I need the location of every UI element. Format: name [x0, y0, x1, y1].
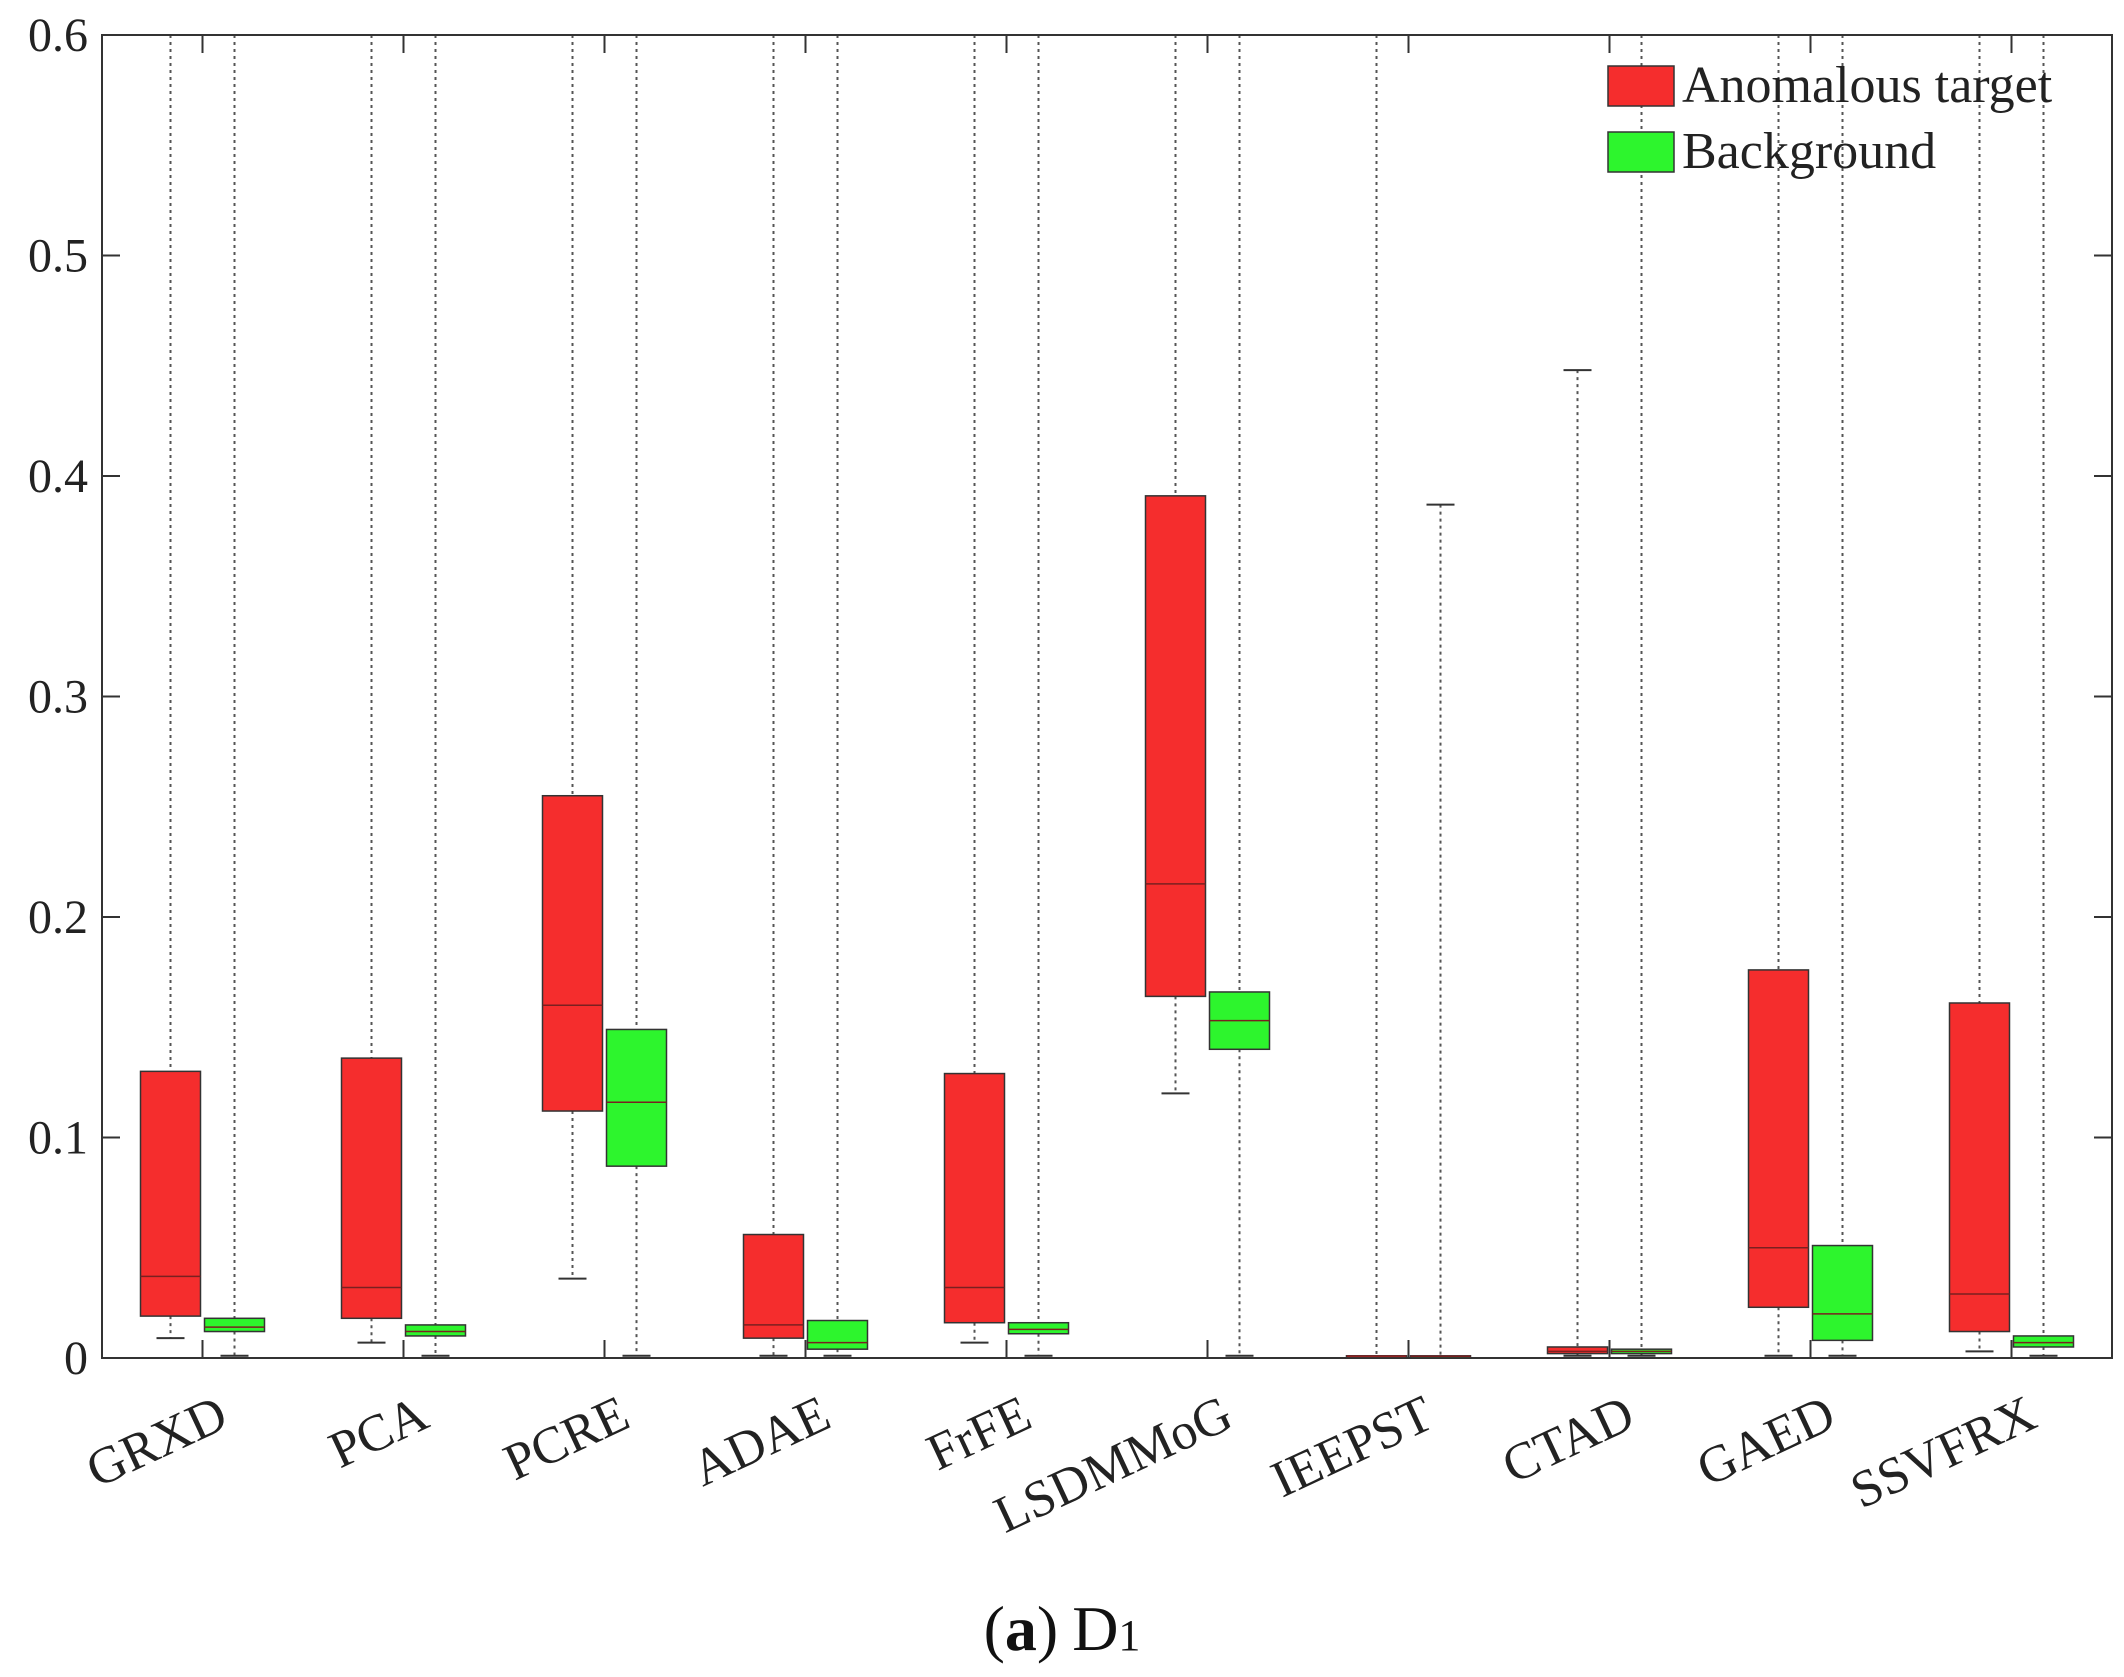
- x-category-label: FrFE: [919, 1385, 1040, 1482]
- box-anomalous: [742, 1233, 805, 1339]
- box-background: [2012, 1335, 2075, 1348]
- box-background: [605, 1028, 668, 1167]
- legend-swatch: [1607, 65, 1675, 107]
- axes-frame: [101, 34, 2113, 1359]
- box-anomalous: [340, 1057, 403, 1320]
- y-tick-label: 0.2: [28, 891, 88, 944]
- box-anomalous: [1546, 1346, 1609, 1355]
- box-background: [203, 1317, 266, 1333]
- caption-subscript: 1: [1118, 1611, 1140, 1660]
- box-anomalous: [1144, 495, 1207, 998]
- x-category-label: PCA: [321, 1385, 437, 1480]
- box-background: [404, 1324, 467, 1337]
- x-category-label: PCRE: [496, 1385, 638, 1492]
- box-anomalous: [1948, 1002, 2011, 1333]
- x-category-label: CTAD: [1494, 1385, 1643, 1495]
- caption-letter: a: [1005, 1593, 1037, 1664]
- caption-open: (: [984, 1593, 1005, 1664]
- caption-dataset: D: [1072, 1593, 1118, 1664]
- legend: Anomalous target Background: [1607, 57, 2053, 180]
- box-anomalous: [139, 1070, 202, 1317]
- caption-close: ): [1037, 1593, 1058, 1664]
- box-anomalous: [943, 1072, 1006, 1324]
- x-category-label: SSVFRX: [1842, 1385, 2044, 1520]
- y-tick-label: 0.4: [28, 450, 88, 503]
- box-background: [806, 1319, 869, 1350]
- x-category-label: GAED: [1689, 1385, 1844, 1498]
- legend-label: Anomalous target: [1682, 57, 2053, 114]
- box-background: [1811, 1244, 1874, 1342]
- legend-label: Background: [1682, 123, 1936, 180]
- x-category-label: ADAE: [684, 1385, 839, 1498]
- x-category-label: IEEPST: [1263, 1385, 1442, 1509]
- figure-caption: (a) D1: [984, 1593, 1141, 1664]
- x-category-label: GRXD: [78, 1385, 236, 1499]
- box-background: [1007, 1321, 1070, 1335]
- legend-swatch: [1607, 131, 1675, 173]
- y-tick-label: 0.5: [28, 230, 88, 283]
- y-tick-label: 0.1: [28, 1112, 88, 1165]
- y-tick-label: 0.6: [28, 9, 88, 62]
- y-tick-label: 0.3: [28, 671, 88, 724]
- box-anomalous: [1747, 969, 1810, 1309]
- box-anomalous: [541, 794, 604, 1112]
- y-tick-label: 0: [64, 1332, 88, 1385]
